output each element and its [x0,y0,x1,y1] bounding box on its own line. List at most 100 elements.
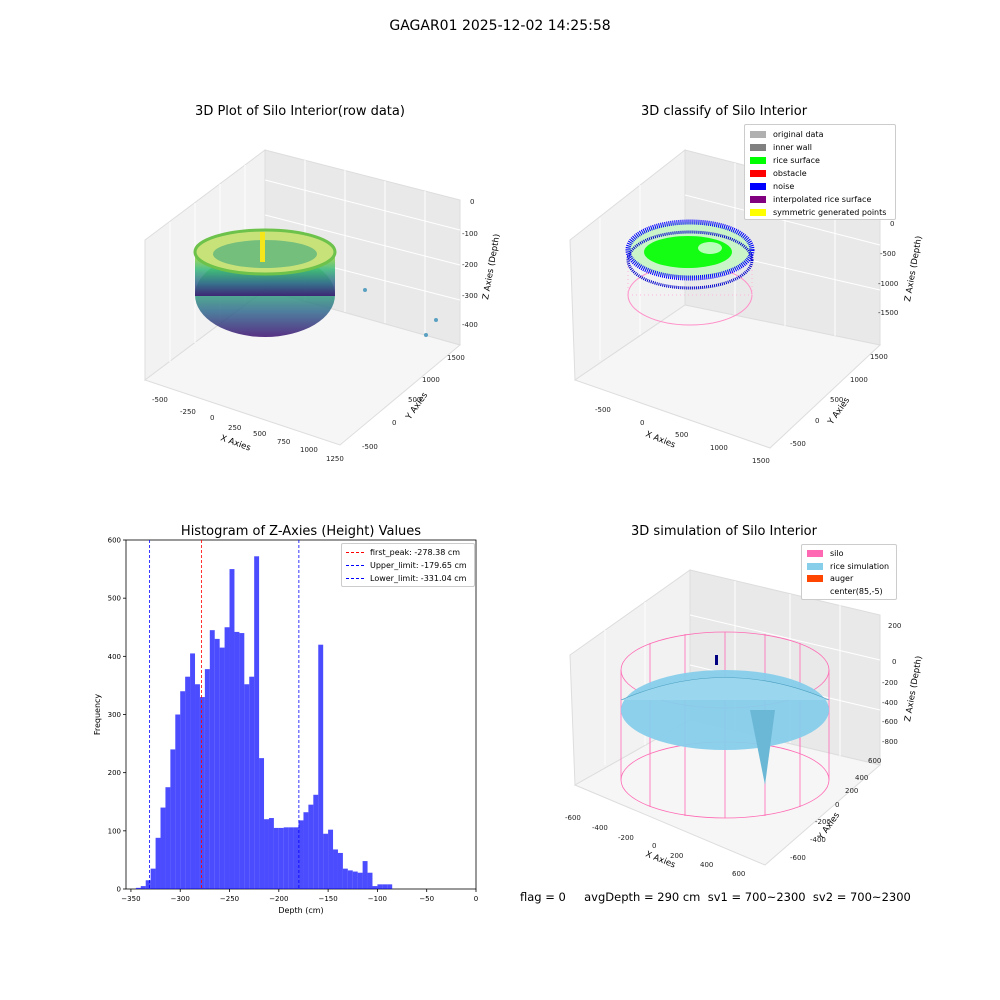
histogram-bar [160,807,166,889]
histogram-bar [165,787,171,889]
legend-label: symmetric generated points [773,208,887,217]
raw-xtick: 750 [277,438,290,446]
classify-plot-title: 3D classify of Silo Interior [640,104,808,119]
classify-ztick: 0 [890,220,894,228]
histogram-bar [140,886,146,889]
legend-swatch [750,170,766,177]
histogram-bar [234,631,240,889]
classify-ytick: -500 [790,440,806,448]
histogram-bar [145,880,151,889]
classify-ztick: -500 [880,250,896,258]
legend-item: center(85,-5) [807,586,883,599]
legend-item: noise [750,180,794,193]
histogram-bar [342,868,348,889]
raw-xtick: 1000 [300,446,318,454]
histogram-bar [298,820,304,889]
legend-item: Upper_limit: -179.65 cm [346,559,467,572]
histogram-bar [249,676,255,889]
raw-xtick: 500 [253,430,266,438]
legend-label: rice surface [773,156,820,165]
raw-3d-plot[interactable]: -500 -250 0 250 500 750 1000 1250 -500 0… [130,140,500,470]
legend-item: interpolated rice surface [750,193,871,206]
x-tick-label: −250 [220,895,239,903]
histogram-bar [185,676,191,889]
histogram-bar [214,638,220,889]
classify-xtick: 0 [640,419,644,427]
x-axis-label: Depth (cm) [278,906,323,915]
histogram-bar [357,872,363,889]
raw-xtick: 1250 [326,455,344,463]
legend-label: auger [830,574,854,583]
histogram-bar [195,684,200,889]
legend-swatch [807,562,823,570]
classify-ztick: -1500 [878,309,898,317]
histogram-bar [273,827,279,889]
legend-item: symmetric generated points [750,206,886,219]
raw-ztick: -100 [462,230,478,238]
simulation-legend: silo rice simulation auger center(85,-5) [801,544,897,600]
simulation-ztick: 200 [888,622,901,630]
raw-ytick: -500 [362,443,378,451]
x-tick-label: −300 [171,895,190,903]
histogram-bar [224,627,230,889]
histogram-bar [219,647,225,889]
legend-item: inner wall [750,141,812,154]
histogram-bar [382,884,388,889]
legend-item: original data [750,128,823,141]
classify-xtick: 1500 [752,457,770,465]
histogram-legend: first_peak: -278.38 cm Upper_limit: -179.… [341,543,475,587]
histogram-bar [323,833,329,889]
legend-swatch [807,550,823,557]
legend-item: rice surface [750,154,820,167]
y-tick-label: 300 [108,711,121,719]
histogram-bar [180,691,186,889]
simulation-zlabel: Z Axies (Depth) [903,655,924,722]
histogram-bar [239,633,245,889]
simulation-ztick: -800 [882,738,898,746]
simulation-3d-plot[interactable]: -600 -400 -200 0 200 400 600 -600 -400 -… [560,560,940,880]
classify-legend: original data inner wall rice surface obsta… [744,124,896,220]
legend-label: silo [830,549,844,558]
legend-label: center(85,-5) [830,586,883,596]
histogram-chart[interactable]: −350 −300 −250 −200 −150 −100 −50 0 0 100 200 300 40… [90,530,490,920]
legend-item: obstacle [750,167,807,180]
raw-ztick: -300 [462,292,478,300]
y-tick-label: 600 [108,537,121,545]
classify-3d-plot[interactable]: -500 0 500 1000 1500 -500 0 500 1000 150… [560,140,940,470]
histogram-bar [244,684,250,889]
classify-xlabel: X Axies [644,430,677,451]
raw-xtick: -500 [152,396,168,404]
legend-swatch [750,131,766,138]
simulation-xtick: 0 [652,842,656,850]
simulation-ytick: -200 [815,818,831,826]
legend-label: inner wall [773,143,813,152]
x-tick-label: −150 [318,895,337,903]
histogram-bar [229,569,235,889]
simulation-ztick: -200 [882,679,898,687]
classify-ztick: -1000 [878,280,898,288]
legend-label: Upper_limit: -179.65 cm [370,561,467,570]
legend-label: first_peak: -278.38 cm [370,548,461,557]
histogram-bar [278,827,284,889]
y-tick-label: 100 [108,827,121,835]
histogram-bar [313,794,319,889]
legend-swatch [807,587,823,595]
legend-swatch [750,183,766,190]
histogram-bar [352,871,358,889]
legend-item: Lower_limit: -331.04 cm [346,572,466,585]
histogram-bar [209,630,215,889]
footer-stats: flag = 0 avgDepth = 290 cm sv1 = 700~230… [520,890,911,904]
classify-ytick: 500 [830,396,843,404]
legend-swatch [750,144,766,151]
raw-xtick: 250 [228,424,241,432]
x-tick-label: −350 [121,895,140,903]
raw-ztick: -400 [462,321,478,329]
histogram-bar [288,827,294,889]
raw-xlabel: X Axies [219,433,252,453]
x-tick-label: −100 [368,895,387,903]
histogram-bar [283,827,289,889]
raw-plot-title: 3D Plot of Silo Interior(row data) [195,104,405,119]
legend-swatch [750,209,766,216]
simulation-ytick: -600 [790,854,806,862]
y-axis-label: Frequency [93,694,102,736]
